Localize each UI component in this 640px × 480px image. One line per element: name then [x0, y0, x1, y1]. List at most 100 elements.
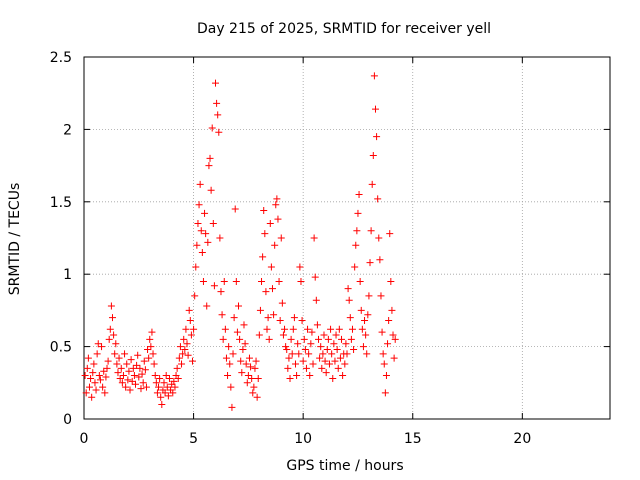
- data-point: [310, 234, 318, 242]
- data-point: [142, 383, 150, 391]
- data-point: [281, 325, 289, 333]
- data-point: [368, 180, 376, 188]
- data-point: [352, 241, 360, 249]
- data-point: [252, 357, 260, 365]
- data-point: [121, 350, 129, 358]
- data-point: [151, 372, 159, 380]
- data-point: [275, 277, 283, 285]
- data-point: [99, 383, 107, 391]
- data-point: [328, 350, 336, 358]
- data-point: [221, 325, 229, 333]
- data-point: [119, 372, 127, 380]
- data-point: [366, 259, 374, 267]
- data-point: [113, 360, 121, 368]
- data-point: [331, 357, 339, 365]
- data-point: [186, 317, 194, 325]
- plot-frame: [83, 56, 611, 420]
- data-point: [183, 340, 191, 348]
- data-point: [239, 345, 247, 353]
- y-tick-label: 2: [63, 122, 72, 138]
- data-point: [96, 376, 104, 384]
- data-point: [364, 311, 372, 319]
- data-point: [264, 314, 272, 322]
- data-point: [282, 343, 290, 351]
- data-point: [205, 162, 213, 170]
- data-point: [277, 234, 285, 242]
- data-point: [296, 263, 304, 271]
- data-point: [242, 360, 250, 368]
- data-point: [363, 350, 371, 358]
- data-point: [391, 335, 399, 343]
- data-point: [184, 351, 192, 359]
- data-point: [347, 335, 355, 343]
- data-point: [371, 105, 379, 113]
- data-point: [345, 296, 353, 304]
- data-point: [233, 328, 241, 336]
- data-point: [231, 205, 239, 213]
- data-point: [320, 331, 328, 339]
- data-point: [206, 154, 214, 162]
- data-point: [332, 331, 340, 339]
- data-point: [298, 317, 306, 325]
- data-point: [350, 345, 358, 353]
- data-point: [204, 238, 212, 246]
- data-point: [317, 343, 325, 351]
- data-point: [179, 350, 187, 358]
- data-point: [289, 325, 297, 333]
- data-point: [155, 383, 163, 391]
- data-point: [126, 386, 134, 394]
- data-point: [81, 372, 89, 380]
- data-point: [125, 367, 133, 375]
- data-point: [213, 99, 221, 107]
- data-point: [335, 325, 343, 333]
- data-point: [379, 350, 387, 358]
- data-point: [367, 227, 375, 235]
- data-point: [111, 350, 119, 358]
- data-point: [290, 314, 298, 322]
- data-point: [377, 292, 385, 300]
- data-point: [259, 253, 267, 261]
- data-point: [244, 372, 252, 380]
- data-point: [261, 230, 269, 238]
- data-point: [354, 209, 362, 217]
- data-point: [268, 285, 276, 293]
- data-point: [346, 314, 354, 322]
- data-point: [287, 335, 295, 343]
- data-point: [148, 328, 156, 336]
- data-point: [299, 357, 307, 365]
- data-point: [238, 369, 246, 377]
- data-point: [214, 111, 222, 119]
- data-point: [378, 328, 386, 336]
- y-axis-label: SRMTID / TECUs: [7, 183, 23, 296]
- data-point: [338, 335, 346, 343]
- data-point: [175, 354, 183, 362]
- data-point: [110, 331, 118, 339]
- data-point: [163, 383, 171, 391]
- data-point: [217, 288, 225, 296]
- data-point: [88, 393, 96, 401]
- data-point: [358, 325, 366, 333]
- data-point: [336, 354, 344, 362]
- data-point: [107, 302, 115, 310]
- data-point: [369, 151, 377, 159]
- data-point: [124, 376, 132, 384]
- data-point: [258, 277, 266, 285]
- data-point: [300, 335, 308, 343]
- data-point: [146, 335, 154, 343]
- data-point: [149, 350, 157, 358]
- data-point: [305, 350, 313, 358]
- data-point: [288, 350, 296, 358]
- data-point: [271, 241, 279, 249]
- data-point: [132, 380, 140, 388]
- data-point: [144, 345, 152, 353]
- data-point: [160, 379, 168, 387]
- data-point: [198, 248, 206, 256]
- data-point: [165, 374, 173, 382]
- data-point: [276, 317, 284, 325]
- data-point: [237, 357, 245, 365]
- data-point: [202, 230, 210, 238]
- data-point: [341, 360, 349, 368]
- data-point: [253, 393, 261, 401]
- data-point: [164, 392, 172, 400]
- data-point: [312, 296, 320, 304]
